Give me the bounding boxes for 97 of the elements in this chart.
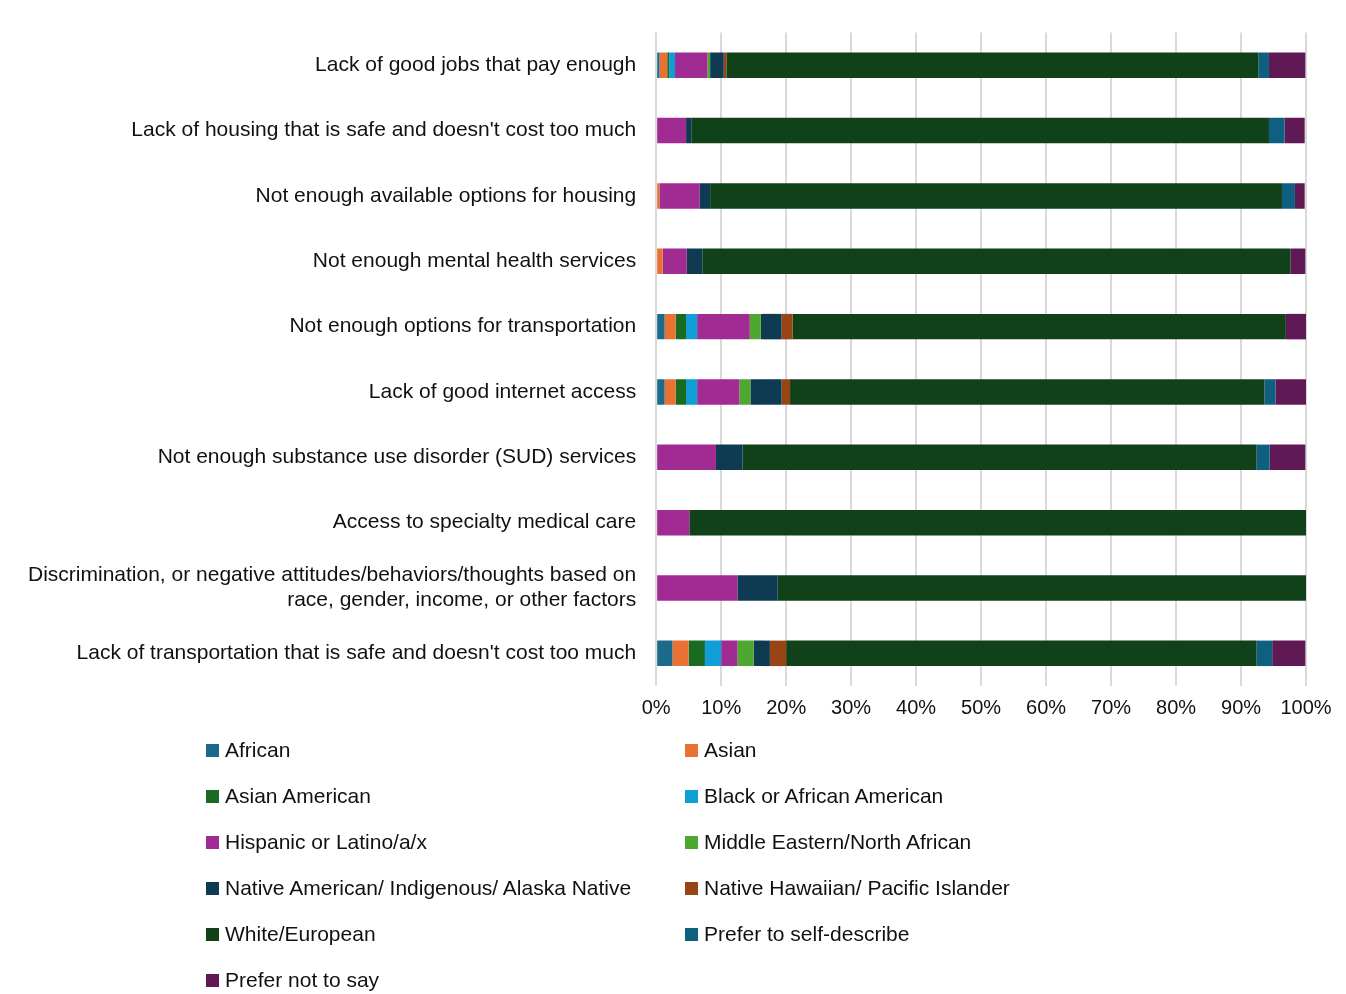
legend-label: Native Hawaiian/ Pacific Islander xyxy=(704,876,1010,900)
bar xyxy=(657,183,660,209)
bar xyxy=(715,444,743,471)
bar xyxy=(686,248,703,275)
x-tick-label: 10% xyxy=(701,695,742,718)
bar xyxy=(1268,117,1285,144)
bar xyxy=(1275,379,1306,405)
bar xyxy=(704,640,722,667)
x-tick-label: 20% xyxy=(766,695,807,718)
x-tick-label: 40% xyxy=(896,695,937,718)
bar xyxy=(790,379,1265,405)
legend-label: Black or African American xyxy=(704,784,944,808)
y-tick-label: Not enough options for transportation xyxy=(289,313,637,337)
bar xyxy=(657,640,673,667)
bar xyxy=(760,313,782,340)
x-tick-label: 100% xyxy=(1280,695,1332,718)
bar xyxy=(697,313,750,340)
bar xyxy=(686,117,692,144)
bar xyxy=(737,575,778,601)
x-tick-label: 90% xyxy=(1221,695,1262,718)
bar xyxy=(1258,52,1269,79)
bar xyxy=(664,313,676,340)
bar xyxy=(697,379,740,405)
bar xyxy=(1269,444,1306,471)
bar xyxy=(664,379,676,405)
bar xyxy=(710,52,724,79)
bar xyxy=(737,640,754,667)
y-tick-label: Lack of good internet access xyxy=(368,378,637,402)
bar xyxy=(1284,117,1305,144)
bar xyxy=(781,379,791,405)
x-tick-label: 70% xyxy=(1091,695,1132,718)
bar xyxy=(753,640,770,667)
bar xyxy=(1294,183,1305,209)
y-tick-label: Not enough available options for housing xyxy=(255,182,637,206)
bar xyxy=(1272,640,1306,667)
bar xyxy=(1290,248,1306,275)
bar xyxy=(1268,52,1306,79)
legend-label: White/European xyxy=(225,922,376,946)
bar xyxy=(1285,313,1306,340)
bar xyxy=(675,379,687,405)
bar xyxy=(669,52,676,79)
y-tick-label: Lack of housing that is safe and doesn't cost too much xyxy=(131,117,637,141)
x-tick-label: 0% xyxy=(641,695,671,718)
bar xyxy=(1256,444,1270,471)
bar xyxy=(786,640,1257,667)
bar xyxy=(699,183,711,209)
bar xyxy=(781,313,793,340)
legend-label: Asian xyxy=(704,738,757,762)
legend-label: Prefer not to say xyxy=(225,968,380,992)
bar xyxy=(686,313,698,340)
x-tick-label: 50% xyxy=(961,695,1002,718)
legend-label: Native American/ Indigenous/ Alaska Native xyxy=(225,876,632,900)
bar xyxy=(689,509,1306,536)
x-tick-label: 60% xyxy=(1026,695,1067,718)
bar xyxy=(675,313,687,340)
x-tick-label: 80% xyxy=(1156,695,1197,718)
bar xyxy=(742,444,1257,471)
bar xyxy=(691,117,1269,144)
bar xyxy=(657,248,663,275)
bar xyxy=(672,640,689,667)
legend-label: African xyxy=(225,738,291,762)
bar xyxy=(1256,640,1273,667)
bar xyxy=(657,379,665,405)
legend-label: Prefer to self-describe xyxy=(704,922,910,946)
bar xyxy=(657,444,716,471)
bar xyxy=(657,313,665,340)
bar xyxy=(792,313,1286,340)
bar xyxy=(659,52,668,79)
legend-label: Hispanic or Latino/a/x xyxy=(225,830,427,854)
y-tick-label: Discrimination, or negative attitudes/behaviors/thoughts based on race, gender, income, or other factors xyxy=(27,562,637,611)
bar xyxy=(662,248,687,275)
x-tick-label: 30% xyxy=(831,695,872,718)
bar xyxy=(1281,183,1295,209)
y-tick-label: Lack of transportation that is safe and doesn't cost too much xyxy=(76,640,637,664)
bar xyxy=(657,117,687,144)
bar xyxy=(726,52,1259,79)
bar xyxy=(659,183,700,209)
bar xyxy=(739,379,751,405)
bar xyxy=(769,640,787,667)
legend-label: Middle Eastern/North African xyxy=(704,830,972,854)
bar xyxy=(1264,379,1276,405)
bar xyxy=(749,313,761,340)
bar xyxy=(777,575,1306,601)
y-tick-label: Not enough mental health services xyxy=(312,248,637,272)
y-tick-label: Access to specialty medical care xyxy=(332,509,637,533)
y-tick-label: Not enough substance use disorder (SUD) services xyxy=(157,444,637,468)
bar xyxy=(702,248,1291,275)
bar xyxy=(686,379,698,405)
bar xyxy=(721,640,738,667)
bar xyxy=(750,379,782,405)
y-tick-label: Lack of good jobs that pay enough xyxy=(315,52,637,76)
bar xyxy=(657,509,690,536)
bar xyxy=(657,575,738,601)
legend-label: Asian American xyxy=(225,784,371,808)
bar xyxy=(710,183,1282,209)
bar xyxy=(688,640,705,667)
bar xyxy=(675,52,708,79)
